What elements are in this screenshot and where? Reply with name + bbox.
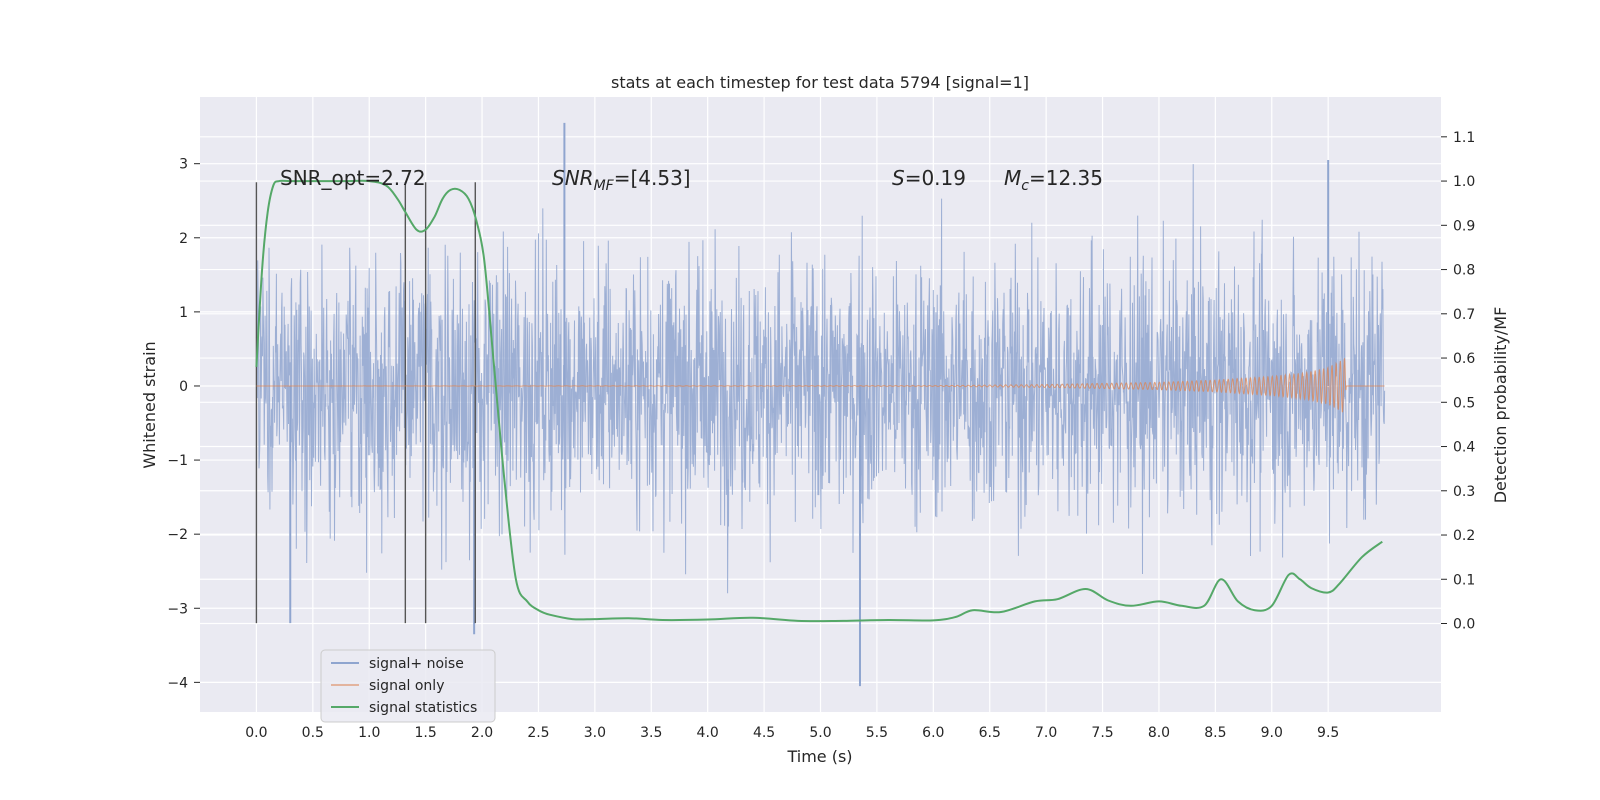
x-tick-labels: 0.0 0.5 1.0 1.5 2.0 2.5 3.0 3.5 4.0 4.5 5.0 5.5 6.0 6…: [245, 725, 1339, 741]
left-y-tick-label: −3: [167, 601, 188, 617]
right-y-tick-label: 0.7: [1453, 307, 1475, 323]
left-y-tick-label: −2: [167, 527, 188, 543]
signal-only-series: [256, 358, 1385, 413]
x-tick-label: 1.0: [358, 725, 380, 741]
x-tick-label: 2.5: [527, 725, 549, 741]
x-tick-label: 0.0: [245, 725, 267, 741]
right-y-tick-label: 0.0: [1453, 617, 1475, 633]
signal-noise-series: [255, 122, 1386, 687]
chart-title: stats at each timestep for test data 579…: [611, 73, 1029, 92]
left-y-axis-label: Whitened strain: [140, 341, 159, 468]
snr-mf-sub: MF: [594, 178, 615, 194]
legend-label-stats: signal statistics: [369, 700, 477, 716]
annotation-snr-mf: SNRMF=[4.53]: [552, 166, 691, 194]
s-main: S: [892, 166, 905, 190]
x-tick-label: 8.5: [1204, 725, 1226, 741]
x-tick-label: 9.5: [1317, 725, 1339, 741]
vertical-markers: [255, 182, 476, 624]
right-y-tick-label: 0.8: [1453, 263, 1475, 279]
mc-value: =12.35: [1029, 166, 1103, 190]
x-tick-label: 2.0: [471, 725, 493, 741]
s-value: =0.19: [905, 166, 966, 190]
left-y-tick-label: 2: [179, 231, 188, 247]
statistics-trace: [255, 179, 1383, 623]
x-tick-label: 0.5: [302, 725, 324, 741]
annotation-snr-opt: SNR_opt=2.72: [280, 166, 426, 190]
right-y-tick-label: 1.1: [1453, 130, 1475, 146]
right-y-tick-label: 0.1: [1453, 572, 1475, 588]
right-y-tick-label: 1.0: [1453, 174, 1475, 190]
right-y-tick-label: 0.6: [1453, 351, 1475, 367]
x-tick-label: 7.0: [1035, 725, 1057, 741]
left-y-tick-label: −1: [167, 453, 188, 469]
x-tick-label: 3.0: [584, 725, 606, 741]
signal-trace: [256, 358, 1385, 413]
x-tick-label: 7.5: [1091, 725, 1113, 741]
annotation-s: S=0.19: [892, 166, 966, 190]
right-y-axis-label: Detection probability/MF: [1491, 307, 1510, 504]
legend: signal+ noise signal only signal statist…: [320, 649, 496, 723]
x-tick-label: 9.0: [1261, 725, 1283, 741]
right-y-tick-label: 0.9: [1453, 218, 1475, 234]
x-axis-label: Time (s): [786, 747, 852, 766]
legend-label-signal: signal only: [369, 678, 444, 694]
right-y-tick-labels: 1.1 1.0 0.9 0.8 0.7 0.6 0.5 0.4 0.3 0.2 0.1 0.0: [1441, 130, 1475, 633]
signal-statistics-series: [255, 179, 1383, 623]
annotation-mc: Mc=12.35: [1004, 166, 1103, 194]
left-y-tick-label: 1: [179, 305, 188, 321]
left-y-tick-labels: 3 2 1 0 −1 −2 −3 −4: [167, 157, 200, 691]
left-y-tick-label: −4: [167, 675, 188, 691]
x-tick-label: 3.5: [640, 725, 662, 741]
x-tick-label: 1.5: [415, 725, 437, 741]
x-tick-label: 6.5: [979, 725, 1001, 741]
x-tick-label: 5.5: [866, 725, 888, 741]
snr-mf-value: =[4.53]: [614, 166, 691, 190]
x-tick-label: 8.0: [1148, 725, 1170, 741]
noise-trace: [255, 164, 1386, 594]
right-y-tick-label: 0.2: [1453, 528, 1475, 544]
legend-label-noise: signal+ noise: [369, 656, 464, 672]
snr-mf-main: SNR: [552, 166, 594, 190]
left-y-tick-label: 0: [179, 379, 188, 395]
mc-main: M: [1004, 166, 1021, 190]
right-y-tick-label: 0.5: [1453, 395, 1475, 411]
left-y-tick-label: 3: [179, 157, 188, 173]
x-tick-label: 6.0: [922, 725, 944, 741]
x-tick-label: 4.0: [697, 725, 719, 741]
x-tick-label: 4.5: [753, 725, 775, 741]
right-y-tick-label: 0.3: [1453, 484, 1475, 500]
legend-box: [320, 649, 496, 723]
mc-sub: c: [1021, 178, 1029, 194]
right-y-tick-label: 0.4: [1453, 440, 1475, 456]
x-tick-label: 5.0: [809, 725, 831, 741]
